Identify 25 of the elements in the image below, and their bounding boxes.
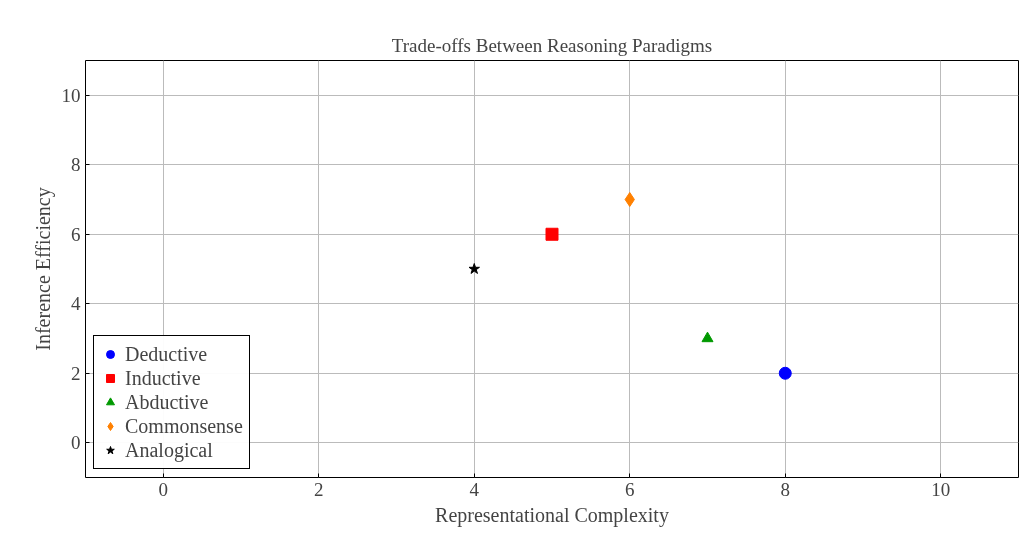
point: [468, 263, 480, 274]
x-tick-label: 8: [780, 478, 790, 500]
point: [701, 331, 714, 343]
legend-label: Deductive: [125, 342, 208, 366]
x-tick-label: 4: [469, 478, 480, 500]
point: [624, 192, 635, 207]
legend-label: Abductive: [125, 390, 209, 414]
y-tick-label: 0: [71, 432, 81, 454]
x-tick-label: 10: [931, 478, 951, 500]
y-tick-label: 4: [71, 293, 81, 315]
legend-label: Inductive: [125, 366, 201, 390]
legend-label: Commonsense: [125, 414, 243, 438]
x-axis-title: Representational Complexity: [435, 503, 669, 527]
y-tick-label: 2: [71, 362, 81, 384]
legend-label: Analogical: [125, 438, 213, 462]
y-tick-label: 6: [71, 223, 81, 245]
y-tick-label: 8: [71, 154, 81, 176]
point: [545, 227, 559, 241]
x-tick-label: 6: [625, 478, 635, 500]
point: [778, 366, 792, 380]
x-tick-label: 2: [314, 478, 324, 500]
y-tick-label: 10: [61, 84, 81, 106]
y-axis-title: Inference Efficiency: [31, 187, 55, 351]
x-tick-label: 0: [158, 478, 168, 500]
chart-title: Trade-offs Between Reasoning Paradigms: [391, 34, 713, 56]
